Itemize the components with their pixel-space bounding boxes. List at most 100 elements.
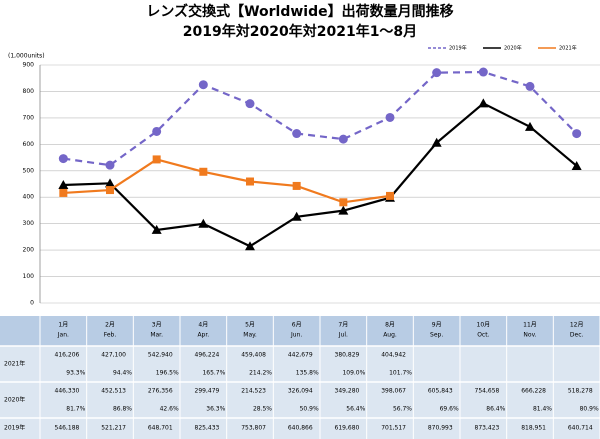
legend-label: 2020年 [504,45,522,52]
y-tick-label: 500 [23,167,35,174]
table-value: 521,217 [101,425,126,432]
point [198,218,209,228]
legend-label: 2021年 [559,45,577,52]
table-header: 12月 [570,322,584,329]
table-ratio: 196.5% [156,370,179,377]
point [245,99,255,109]
table-value: 640,866 [288,425,313,432]
table-ratio: 50.9% [300,406,319,413]
point [339,198,348,207]
table-header: 3月 [152,322,162,329]
table-header: Dec. [570,332,584,339]
table-value: 518,278 [568,388,593,395]
table-value: 701,517 [381,425,406,432]
table-ratio: 69.6% [440,406,459,413]
y-tick-label: 200 [23,247,35,254]
series-line [63,70,578,167]
point [199,167,208,176]
series-line [63,102,578,248]
point [386,191,394,200]
table-header: 4月 [198,322,208,329]
table-header: Apr. [197,332,209,339]
point [525,81,535,91]
table-header: Jul. [338,332,348,339]
table-header: 6月 [292,322,302,329]
table-ratio: 56.7% [393,406,412,413]
point [572,129,582,139]
table-value: 404,942 [381,352,406,359]
y-unit: (1,000units) [8,53,45,60]
table-value: 873,423 [475,425,500,432]
y-tick-label: 900 [23,62,35,69]
table-value: 619,680 [335,425,360,432]
table-header: 2月 [105,322,115,329]
table-value: 380,829 [335,352,360,359]
table-value: 446,330 [55,388,80,395]
point [59,188,68,197]
point [198,80,208,90]
y-tick-label: 300 [23,220,35,227]
table-header: Oct. [477,332,489,339]
table-value: 496,224 [195,352,220,359]
table-value: 666,228 [521,388,546,395]
table-ratio: 81.4% [533,406,552,413]
point [58,179,69,189]
table-value: 442,679 [288,352,313,359]
chart-subtitle: 2019年対2020年対2021年1～8月 [183,23,417,40]
point [106,186,114,195]
point [151,224,162,234]
table-header: 7月 [338,322,348,329]
row-label: 2021年 [4,360,25,368]
point [105,160,115,170]
table-value: 299,479 [195,388,220,395]
table-ratio: 165.7% [202,370,225,377]
table-header: Sep. [430,332,443,339]
table-header: Jun. [290,332,302,339]
point [431,137,442,147]
y-tick-label: 0 [30,300,34,307]
point [525,121,535,131]
table-value: 870,993 [428,425,453,432]
point [432,68,442,78]
table-header: 10月 [477,322,491,329]
table-value: 349,280 [335,388,360,395]
y-tick-label: 700 [23,114,35,121]
table-header: 11月 [523,322,537,329]
chart-title: レンズ交換式【Worldwide】出荷数量月間推移 [146,3,453,20]
table-header: May. [243,332,257,339]
table-header: Aug. [383,332,397,339]
table-ratio: 86.8% [113,406,132,413]
table-value: 398,067 [381,388,406,395]
table-ratio: 109.0% [342,370,365,377]
point [58,154,68,164]
table-value: 818,951 [521,425,546,432]
point [152,155,161,164]
table-value: 214,523 [241,388,266,395]
table-header: Mar. [150,332,163,339]
table-header: Feb. [104,332,117,339]
table-value: 605,843 [428,388,453,395]
table-value: 276,356 [148,388,173,395]
table-value: 754,658 [475,388,500,395]
point [338,134,348,144]
point [246,177,254,186]
point [571,160,582,170]
point [152,126,162,136]
point [105,178,115,188]
table-value: 753,807 [241,425,266,432]
table-header-background [0,316,600,346]
y-tick-label: 800 [23,88,35,95]
table-ratio: 42.6% [160,406,179,413]
table-value: 326,094 [288,388,313,395]
table-header: 8月 [385,322,395,329]
legend-label: 2019年 [449,45,467,52]
table-ratio: 101.7% [389,370,412,377]
table-ratio: 135.8% [296,370,319,377]
point [385,112,395,122]
series-line [63,158,391,204]
y-tick-label: 600 [23,141,35,148]
point [291,211,302,221]
table-header: Jan. [57,332,69,339]
table-value: 427,100 [101,352,126,359]
